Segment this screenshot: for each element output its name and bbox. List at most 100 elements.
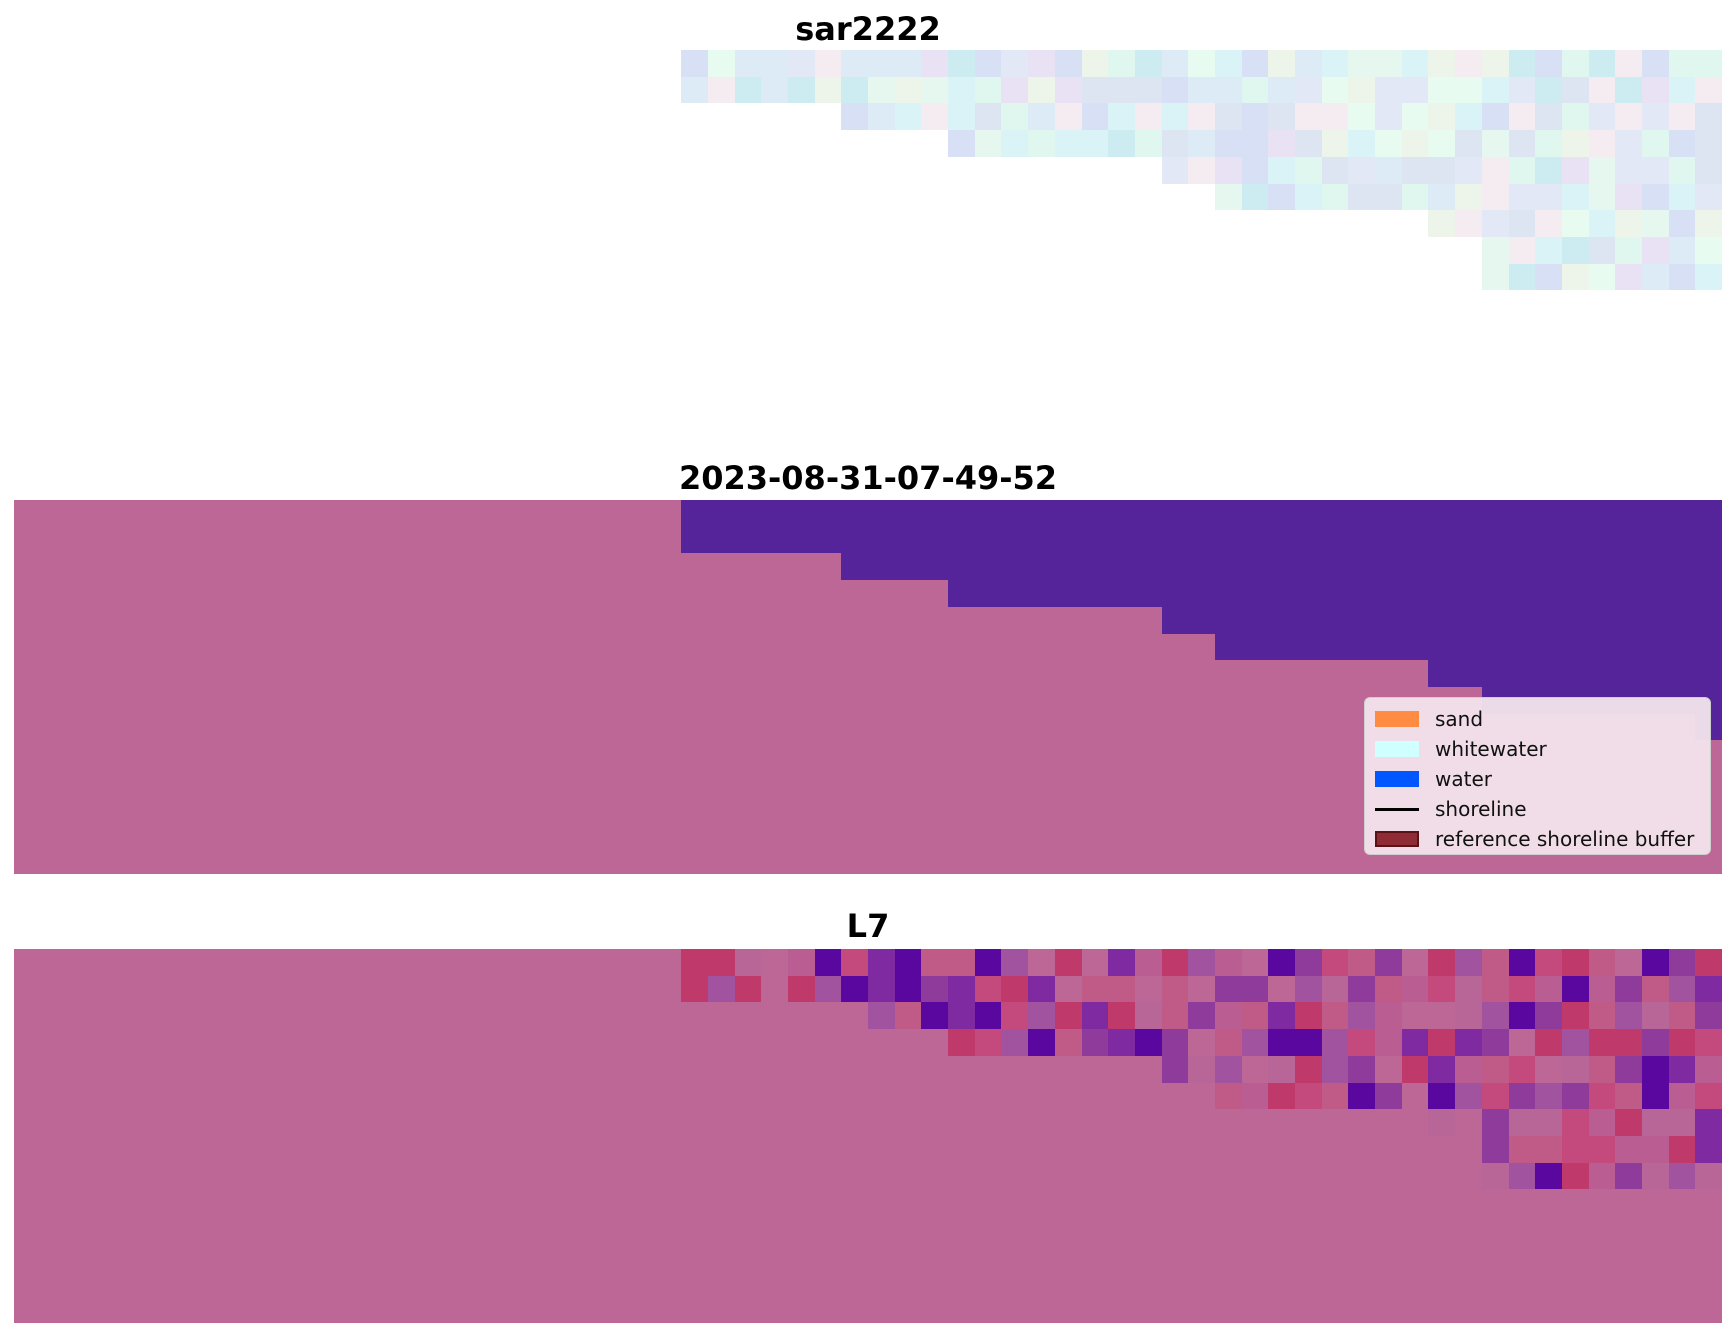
pixel-cell (1615, 397, 1642, 424)
pixel-cell (574, 184, 601, 211)
pixel-cell (1401, 553, 1429, 581)
pixel-cell (280, 606, 308, 634)
pixel-cell (281, 77, 308, 104)
pixel-cell (548, 264, 575, 291)
pixel-cell (1695, 1189, 1722, 1217)
pixel-cell (1508, 975, 1536, 1003)
pixel-cell (494, 660, 522, 687)
pixel-cell (281, 370, 308, 397)
pixel-cell (388, 237, 415, 264)
pixel-cell (1188, 1109, 1215, 1136)
pixel-cell (1214, 156, 1242, 184)
pixel-cell (1375, 1002, 1402, 1030)
pixel-cell (1214, 847, 1242, 874)
pixel-cell (1081, 580, 1109, 607)
pixel-cell (787, 767, 815, 794)
pixel-cell (1695, 290, 1722, 317)
pixel-cell (441, 820, 468, 848)
pixel-cell (1001, 184, 1028, 211)
pixel-cell (174, 553, 201, 581)
pixel-cell (601, 1216, 628, 1243)
pixel-cell (120, 975, 148, 1003)
pixel-cell (1081, 975, 1109, 1003)
pixel-cell (841, 1002, 868, 1030)
pixel-cell (1589, 370, 1616, 397)
pixel-cell (121, 103, 148, 130)
pixel-cell (254, 397, 281, 424)
pixel-cell (654, 633, 682, 661)
pixel-cell (868, 397, 895, 424)
pixel-cell (14, 767, 41, 794)
pixel-cell (174, 157, 201, 184)
pixel-cell (601, 553, 628, 581)
pixel-cell (788, 370, 815, 397)
pixel-cell (521, 1002, 548, 1030)
pixel-cell (494, 949, 522, 976)
pixel-cell (441, 580, 468, 607)
pixel-cell (761, 820, 788, 848)
pixel-cell (280, 633, 308, 661)
pixel-cell (601, 793, 628, 821)
pixel-cell (894, 103, 922, 131)
pixel-cell (627, 1002, 655, 1030)
pixel-cell (894, 1269, 922, 1297)
pixel-cell (574, 290, 601, 317)
pixel-cell (1508, 1269, 1536, 1297)
pixel-cell (1455, 606, 1482, 634)
pixel-cell (521, 793, 548, 821)
pixel-cell (975, 237, 1002, 264)
pixel-cell (1028, 526, 1055, 554)
pixel-cell (787, 1055, 815, 1083)
pixel-cell (1082, 184, 1109, 211)
pixel-cell (601, 344, 628, 371)
pixel-cell (681, 553, 708, 581)
pixel-cell (360, 1269, 388, 1297)
pixel-cell (707, 767, 735, 794)
pixel-cell (627, 526, 655, 554)
pixel-cell (67, 500, 95, 527)
pixel-cell (734, 1135, 762, 1163)
pixel-cell (14, 500, 41, 527)
pixel-cell (1428, 553, 1456, 581)
pixel-cell (841, 130, 868, 157)
pixel-cell (1295, 847, 1322, 874)
pixel-cell (1695, 317, 1722, 344)
pixel-cell (254, 767, 281, 794)
pixel-cell (1055, 237, 1082, 264)
pixel-cell (227, 975, 255, 1003)
pixel-cell (841, 686, 868, 714)
pixel-cell (708, 344, 735, 371)
pixel-cell (67, 606, 95, 634)
pixel-cell (14, 397, 41, 424)
pixel-cell (974, 1216, 1002, 1243)
pixel-cell (1428, 50, 1456, 77)
pixel-cell (467, 1055, 495, 1083)
pixel-cell (67, 1055, 95, 1083)
pixel-cell (1268, 1296, 1295, 1323)
pixel-cell (681, 500, 708, 527)
pixel-cell (1615, 50, 1642, 77)
pixel-cell (1561, 975, 1589, 1003)
pixel-cell (40, 713, 68, 741)
pixel-cell (334, 580, 361, 607)
pixel-cell (601, 606, 628, 634)
pixel-cell (521, 1135, 548, 1163)
pixel-cell (574, 820, 602, 848)
pixel-cell (14, 237, 41, 264)
pixel-cell (1054, 606, 1082, 634)
pixel-cell (1134, 1109, 1162, 1136)
pixel-cell (120, 1216, 148, 1243)
pixel-cell (494, 740, 522, 768)
pixel-cell (67, 370, 94, 397)
pixel-cell (921, 184, 948, 211)
pixel-cell (120, 949, 148, 976)
pixel-cell (1401, 1055, 1429, 1083)
pixel-cell (334, 793, 361, 821)
pixel-cell (734, 793, 762, 821)
pixel-cell (494, 184, 521, 211)
pixel-cell (547, 580, 575, 607)
pixel-cell (1188, 156, 1215, 184)
pixel-cell (894, 820, 922, 848)
pixel-cell (468, 184, 495, 211)
pixel-cell (1561, 1216, 1589, 1243)
